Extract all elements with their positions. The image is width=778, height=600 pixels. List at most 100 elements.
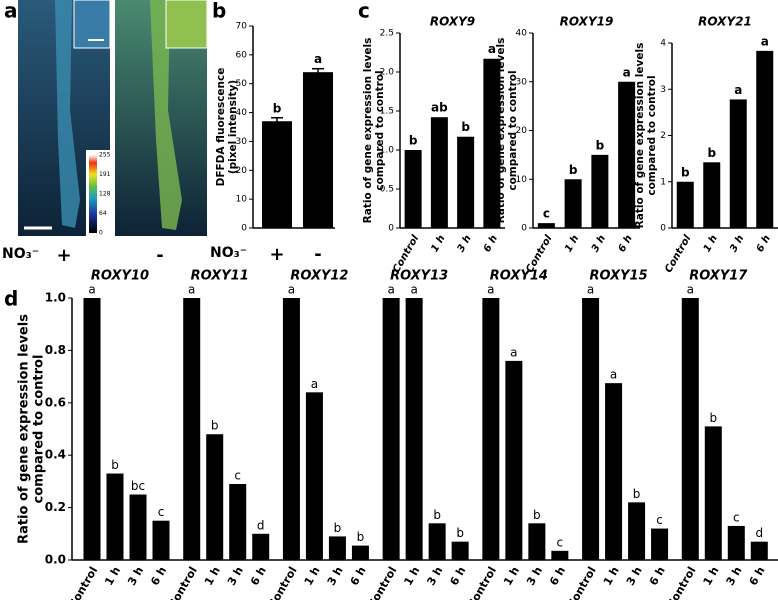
bar [582, 298, 600, 560]
significance-letter: a [188, 283, 195, 297]
significance-letter: a [610, 368, 617, 382]
x-tick-label: 6 h [747, 565, 768, 588]
bar [229, 484, 247, 560]
bar [282, 298, 300, 560]
y-tick-label: 40 [236, 108, 248, 118]
colorbar-tick: 255 [99, 152, 111, 159]
colorbar [89, 155, 97, 233]
bar [605, 383, 623, 560]
bar [628, 502, 646, 560]
x-label: NO₃⁻ [2, 246, 39, 262]
x-tick-label: 1 h [702, 234, 720, 255]
x-tick-label: 3 h [590, 234, 608, 255]
significance-letter: a [314, 52, 322, 66]
bar [756, 50, 774, 228]
bar [703, 162, 721, 228]
x-tick-label: 6 h [482, 234, 500, 255]
y-axis-label: Ratio of gene expression levels [495, 38, 507, 224]
x-tick-label: Control [465, 565, 499, 600]
y-tick-label: 0 [521, 224, 527, 234]
significance-letter: b [273, 101, 282, 115]
bar [681, 298, 699, 560]
x-tick-label: 1 h [102, 565, 123, 588]
y-tick-label: 10 [516, 175, 528, 185]
y-tick-label: 3 [660, 85, 666, 95]
x-tick-label: 3 h [125, 565, 146, 588]
y-axis-label: compared to control [646, 75, 658, 195]
x-tick-label: 1 h [501, 565, 522, 588]
y-tick-label: 0.6 [45, 395, 66, 409]
bar [505, 360, 523, 560]
significance-letter: c [557, 535, 564, 549]
x-tick-label: 3 h [728, 234, 746, 255]
bar [564, 179, 582, 228]
x-tick-label: 6 h [647, 565, 668, 588]
panel-label: b [212, 0, 226, 23]
y-axis-label: compared to control [374, 70, 386, 190]
significance-letter: a [687, 283, 694, 297]
y-axis-label: DFFDA fluorescence [215, 68, 227, 187]
group-title: ROXY14 [490, 269, 548, 284]
significance-letter: d [257, 518, 265, 532]
group-title: ROXY17 [689, 269, 748, 284]
bar [482, 298, 500, 560]
bar [618, 81, 636, 228]
y-axis-label: Ratio of gene expression levels [362, 38, 374, 224]
y-tick-label: 50 [236, 79, 248, 89]
x-tick-label: 3 h [724, 565, 745, 588]
bar [262, 121, 292, 228]
significance-letter: b [461, 120, 470, 134]
significance-letter: b [533, 508, 541, 522]
y-axis-label: compared to control [32, 355, 47, 504]
y-tick-label: 0 [241, 224, 247, 234]
y-tick-label: 20 [236, 166, 248, 176]
significance-letter: a [311, 377, 318, 391]
bar [351, 545, 369, 560]
y-axis-label: (pixel intensity) [227, 80, 239, 174]
y-tick-label: 0 [388, 224, 394, 234]
bar [428, 523, 446, 560]
x-tick-label: 1 h [429, 234, 447, 255]
y-tick-label: 1.0 [380, 146, 395, 156]
significance-letter: a [88, 283, 95, 297]
significance-letter: a [761, 34, 769, 48]
x-tick-label: + [269, 244, 284, 265]
significance-letter: a [410, 283, 417, 297]
x-tick-label: 3 h [456, 234, 474, 255]
chart-title: ROXY9 [430, 15, 475, 29]
bar [129, 494, 147, 560]
x-tick-label: Control [664, 565, 698, 600]
x-tick-label: 1 h [601, 565, 622, 588]
y-tick-label: 70 [236, 22, 248, 32]
significance-letter: b [456, 526, 464, 540]
x-tick-label: 6 h [547, 565, 568, 588]
significance-letter: b [569, 163, 578, 177]
y-tick-label: 10 [236, 195, 248, 205]
y-tick-label: 60 [236, 50, 248, 60]
y-tick-label: 20 [516, 126, 528, 136]
colorbar-tick: 128 [99, 190, 111, 197]
x-tick-label: Control [66, 565, 100, 600]
y-axis-label: compared to control [507, 70, 519, 190]
bar [303, 72, 333, 229]
x-tick-label: 6 h [617, 234, 635, 255]
x-tick-label: Control [166, 565, 200, 600]
x-tick-label: 6 h [248, 565, 269, 588]
bar [305, 392, 323, 560]
y-tick-label: 0.0 [45, 553, 66, 567]
significance-letter: c [656, 513, 663, 527]
bar [676, 181, 694, 228]
colorbar-tick: 0 [99, 230, 103, 237]
panel-label: a [4, 0, 18, 23]
significance-letter: a [387, 283, 394, 297]
bar [528, 523, 546, 560]
bar [405, 298, 423, 560]
significance-letter: a [734, 83, 742, 97]
y-tick-label: 30 [516, 77, 528, 87]
significance-letter: a [623, 65, 631, 79]
bar [152, 520, 170, 560]
x-tick-label: Control [266, 565, 300, 600]
y-tick-label: 40 [516, 29, 528, 39]
significance-letter: b [709, 411, 717, 425]
